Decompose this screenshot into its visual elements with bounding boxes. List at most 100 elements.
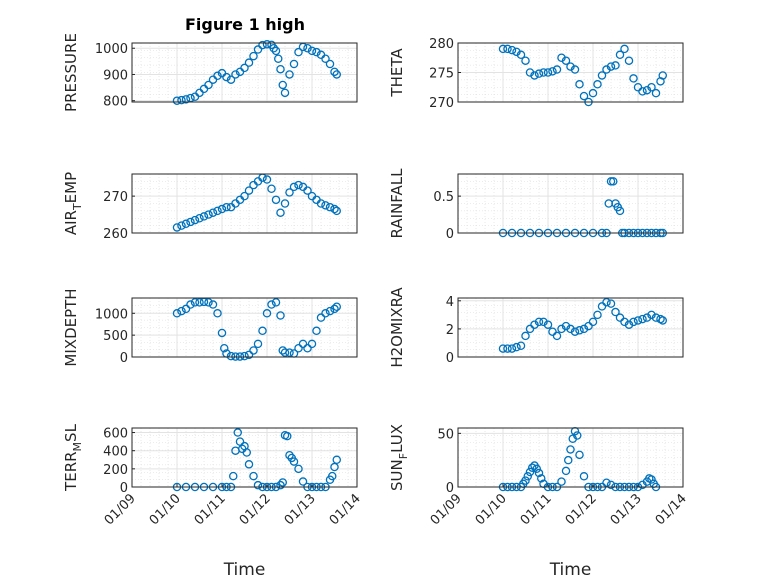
data-point: [624, 56, 634, 65]
figure-title: Figure 1 high: [185, 15, 305, 34]
data-point: [566, 324, 575, 334]
data-point: [539, 68, 548, 77]
data-point: [579, 324, 589, 334]
data-point: [534, 468, 544, 478]
data-point: [282, 431, 292, 441]
subplot-mixdepth: 0 500 1000 MIXDEPTH: [62, 288, 358, 367]
data-point: [181, 95, 191, 104]
data-point: [570, 327, 580, 336]
x-tick-label: 01/13: [608, 491, 645, 528]
data-point: [307, 339, 317, 349]
data-point: [213, 206, 222, 216]
data-point: [498, 44, 508, 54]
y-tick-label: 600: [103, 427, 128, 442]
data-point: [611, 307, 620, 317]
data-point: [602, 478, 611, 487]
data-point: [244, 186, 254, 195]
data-point: [181, 304, 191, 314]
data-point: [552, 65, 562, 74]
data-point: [521, 56, 530, 65]
plot-area: [458, 298, 683, 357]
data-point: [298, 339, 308, 349]
data-point: [552, 331, 562, 341]
data-point: [303, 186, 312, 195]
data-point: [321, 54, 330, 63]
data-point: [507, 344, 517, 353]
data-point: [249, 471, 258, 481]
data-point: [651, 88, 661, 98]
data-point: [294, 344, 303, 353]
y-axis-label: RAINFALL: [388, 168, 406, 239]
data-point: [208, 208, 218, 217]
data-point: [597, 302, 607, 311]
data-point: [498, 344, 508, 353]
data-point: [642, 313, 652, 322]
data-point: [548, 67, 557, 76]
data-point: [307, 46, 317, 56]
data-point: [249, 51, 258, 61]
data-point: [525, 324, 535, 334]
data-point: [325, 306, 335, 316]
data-point: [579, 91, 589, 101]
data-point: [177, 306, 186, 316]
data-point: [181, 219, 191, 229]
data-point: [312, 326, 321, 336]
axes-frame: [457, 297, 684, 358]
data-point: [523, 472, 533, 481]
data-point: [557, 477, 566, 486]
data-point: [217, 328, 227, 338]
y-tick-label: 260: [103, 227, 128, 242]
data-point: [658, 71, 668, 80]
y-tick-label: 270: [429, 96, 454, 111]
data-point: [316, 313, 326, 322]
data-point: [512, 342, 521, 352]
data-point: [244, 350, 254, 360]
data-point: [289, 182, 299, 192]
data-point: [271, 46, 281, 56]
data-point: [269, 43, 278, 53]
y-axis-label: SUNFLUX: [388, 424, 410, 491]
data-point: [332, 70, 341, 79]
data-point: [507, 45, 517, 55]
y-axis-label: H2OMIXRA: [388, 287, 406, 368]
data-point: [615, 313, 625, 322]
y-axis-label: PRESSURE: [62, 33, 80, 112]
data-point: [244, 460, 254, 469]
data-point: [537, 474, 546, 483]
data-point: [575, 326, 584, 335]
data-point: [262, 40, 272, 49]
data-point: [190, 298, 200, 307]
data-point: [271, 298, 281, 307]
data-point: [240, 63, 249, 73]
axes-frame: [131, 173, 358, 234]
data-point: [629, 74, 638, 83]
data-point: [228, 471, 238, 481]
data-point: [543, 320, 553, 329]
data-point: [276, 480, 285, 490]
data-point: [278, 478, 287, 487]
data-point: [503, 44, 512, 54]
data-point: [575, 80, 584, 89]
data-point: [204, 298, 213, 307]
y-tick-label: 200: [103, 463, 128, 478]
data-point: [226, 351, 236, 361]
x-tick-label: 01/12: [563, 491, 600, 528]
y-tick-label: 500: [103, 329, 128, 344]
data-point: [606, 480, 616, 490]
data-point: [222, 72, 231, 82]
data-point: [204, 80, 213, 90]
data-point: [557, 324, 566, 334]
y-tick-label: 270: [103, 190, 128, 205]
data-point: [330, 204, 339, 214]
axes-frame: [457, 427, 684, 488]
y-tick-label: 0: [120, 481, 128, 496]
y-axis-label: MIXDEPTH: [62, 288, 80, 366]
data-point: [273, 54, 283, 63]
data-point: [321, 309, 330, 318]
data-point: [258, 40, 267, 50]
subplot-sun_flux: 0 50 SUNFLUX 01/09 01/10 01/11 01/12 01/13 01/14…: [388, 424, 690, 580]
data-point: [285, 348, 294, 357]
data-point: [593, 310, 602, 320]
data-point: [303, 43, 312, 53]
